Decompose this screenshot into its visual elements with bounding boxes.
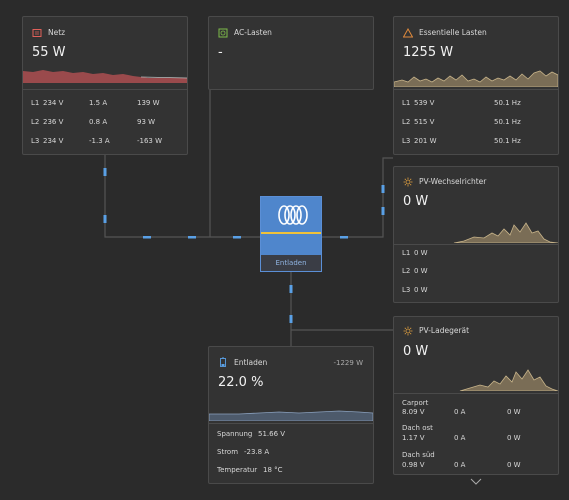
grid-icon (32, 29, 42, 37)
pv-sparkline (459, 369, 558, 391)
panel-title: Essentielle Lasten (419, 28, 487, 37)
row-label: L3 (402, 286, 411, 294)
sun-icon (403, 177, 413, 187)
row-label: L3 (402, 137, 411, 145)
tracker-value: 8.09 V (402, 408, 425, 416)
tracker-value: 0 A (454, 434, 466, 442)
tracker-value: 1.17 V (402, 434, 425, 442)
row-value: 139 W (137, 99, 160, 107)
row-value: 50.1 Hz (494, 137, 521, 145)
row-value: 50.1 Hz (494, 118, 521, 126)
inverter-footer: Entladen (261, 255, 321, 271)
row-label: L1 (402, 99, 411, 107)
row-value: 18 °C (263, 466, 283, 474)
row-value: 236 V (43, 118, 64, 126)
row-value: 0.8 A (89, 118, 108, 126)
row-value: 0 W (414, 249, 428, 257)
pv-charger-panel[interactable]: PV-Ladegerät 0 W Carport 8.09 V 0 A 0 W Dach… (393, 316, 559, 475)
panel-value: 0 W (403, 194, 429, 209)
grid-sparkline (23, 70, 187, 83)
row-value: 0 W (414, 286, 428, 294)
soc-sparkline (209, 410, 373, 421)
row-value: 234 V (43, 137, 64, 145)
row-value: -1.3 A (89, 137, 110, 145)
tracker-value: 0 W (507, 434, 521, 442)
divider (209, 423, 373, 424)
row-value: 515 V (414, 118, 435, 126)
loads-sparkline (394, 70, 558, 87)
panel-title: AC-Lasten (234, 28, 272, 37)
row-value: 0 W (414, 267, 428, 275)
panel-title: PV-Wechselrichter (419, 177, 487, 186)
row-label: Spannung (217, 430, 253, 438)
divider (394, 393, 558, 394)
ac-icon (218, 28, 228, 38)
tracker-value: 0.98 V (402, 461, 425, 469)
inverter-state: Entladen (275, 259, 307, 267)
sun-icon (403, 326, 413, 336)
row-value: -163 W (137, 137, 163, 145)
row-value: 51.66 V (258, 430, 286, 438)
row-value: 50.1 Hz (494, 99, 521, 107)
tracker-value: 0 A (454, 461, 466, 469)
divider (394, 244, 558, 245)
panel-value: - (218, 45, 223, 60)
pv-sparkline (453, 222, 558, 243)
row-label: Temperatur (217, 466, 258, 474)
row-label: L1 (402, 249, 411, 257)
divider (394, 89, 558, 90)
row-value: 93 W (137, 118, 156, 126)
panel-value: 0 W (403, 344, 429, 359)
tracker-value: 0 W (507, 461, 521, 469)
panel-value: 1255 W (403, 45, 454, 60)
battery-state: Entladen (234, 358, 268, 367)
row-label: L3 (31, 137, 40, 145)
pv-inverter-panel[interactable]: PV-Wechselrichter 0 W L1 0 W L2 0 W L3 0 W (393, 166, 559, 303)
row-value: 1.5 A (89, 99, 108, 107)
row-label: L2 (402, 118, 411, 126)
row-label: Strom (217, 448, 239, 456)
accent-bar (261, 232, 321, 234)
victron-logo (278, 205, 308, 225)
tracker-value: 0 W (507, 408, 521, 416)
row-value: 234 V (43, 99, 64, 107)
row-label: L1 (31, 99, 40, 107)
row-label: L2 (402, 267, 411, 275)
inverter-node[interactable]: Entladen (260, 196, 322, 272)
divider (23, 89, 187, 90)
expand-chevron[interactable] (470, 478, 482, 485)
warning-icon (403, 28, 413, 38)
essential-loads-panel[interactable]: Essentielle Lasten 1255 W L1 539 V 50.1 Hz… (393, 16, 559, 155)
row-label: L2 (31, 118, 40, 126)
row-value: -23.8 A (244, 448, 270, 456)
row-value: 539 V (414, 99, 435, 107)
tracker-name: Carport (402, 399, 429, 407)
tracker-name: Dach süd (402, 451, 435, 459)
row-value: 201 W (414, 137, 437, 145)
tracker-value: 0 A (454, 408, 466, 416)
battery-icon (220, 357, 226, 367)
tracker-name: Dach ost (402, 424, 433, 432)
battery-soc: 22.0 % (218, 375, 264, 390)
panel-title: PV-Ladegerät (419, 326, 470, 335)
ac-loads-panel[interactable]: AC-Lasten - (208, 16, 374, 90)
battery-panel[interactable]: Entladen -1229 W 22.0 % Spannung 51.66 V S… (208, 346, 374, 484)
battery-power: -1229 W (333, 359, 364, 367)
panel-value: 55 W (32, 45, 66, 60)
panel-title: Netz (48, 28, 66, 37)
